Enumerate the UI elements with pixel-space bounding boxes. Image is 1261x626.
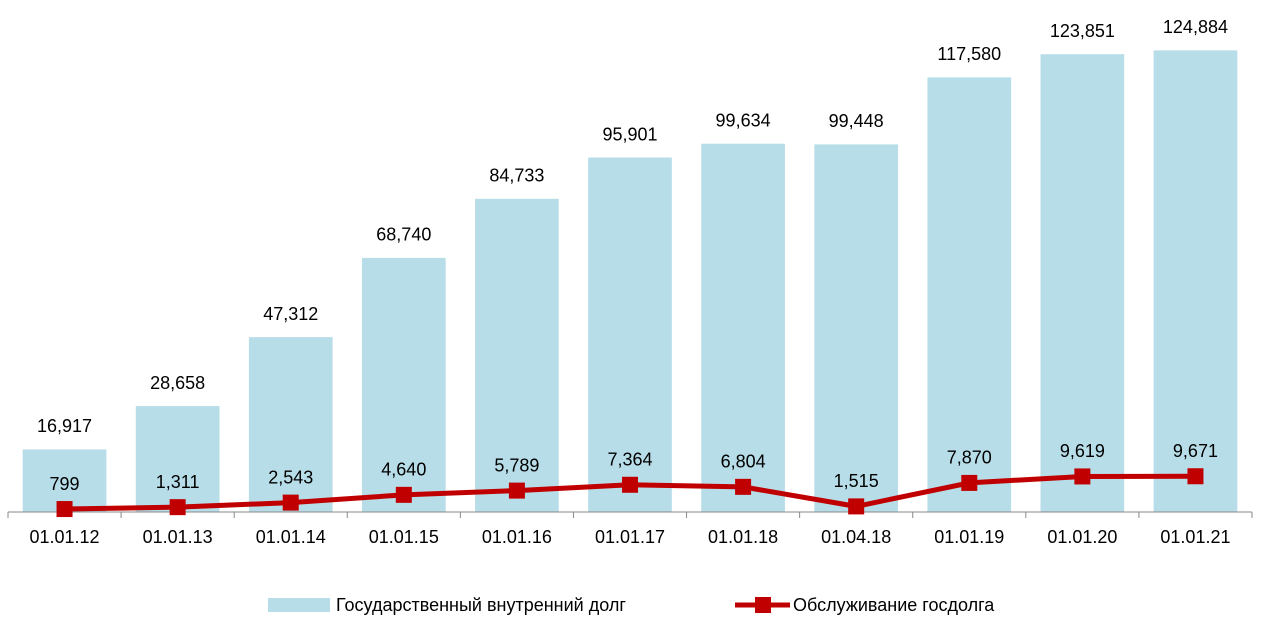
bar: [135, 406, 220, 512]
x-tick-label: 01.01.14: [256, 527, 326, 547]
line-value-label: 1,515: [834, 471, 879, 491]
x-tick-label: 01.01.17: [595, 527, 665, 547]
line-marker: [848, 498, 865, 515]
bar-value-label: 68,740: [376, 225, 431, 245]
bar-value-label: 99,448: [829, 111, 884, 131]
bar-value-label: 99,634: [716, 110, 771, 130]
bar: [927, 77, 1012, 513]
line-marker: [282, 494, 299, 511]
bar: [1153, 50, 1238, 513]
x-tick-label: 01.01.15: [369, 527, 439, 547]
bar-value-label: 16,917: [37, 416, 92, 436]
line-value-label: 2,543: [268, 467, 313, 487]
bar-value-label: 117,580: [937, 44, 1001, 64]
bar: [475, 198, 559, 512]
line-marker: [56, 501, 73, 518]
bar: [248, 337, 333, 512]
bar-value-label: 47,312: [263, 304, 318, 324]
bar: [814, 144, 899, 513]
line-value-label: 9,619: [1060, 441, 1105, 461]
bar-value-label: 123,851: [1050, 21, 1115, 41]
line-value-label: 6,804: [721, 452, 766, 472]
bar: [1040, 54, 1125, 512]
x-tick-label: 01.01.12: [30, 527, 100, 547]
x-tick-label: 01.01.18: [708, 527, 778, 547]
line-value-label: 7,364: [607, 450, 652, 470]
line-marker: [1187, 468, 1204, 485]
x-tick-label: 01.04.18: [821, 527, 891, 547]
line-value-label: 5,789: [494, 455, 539, 475]
bar-value-label: 84,733: [489, 166, 544, 186]
x-tick-label: 01.01.13: [143, 527, 213, 547]
line-marker: [395, 486, 412, 503]
x-tick-label: 01.01.19: [934, 527, 1004, 547]
line-marker: [622, 476, 638, 493]
line-marker: [1074, 468, 1091, 485]
line-value-label: 9,671: [1173, 441, 1218, 461]
line-marker: [735, 478, 752, 495]
bar: [701, 143, 785, 513]
x-tick-label: 01.01.16: [482, 527, 552, 547]
legend-label: Обслуживание госдолга: [793, 595, 995, 615]
line-value-label: 799: [50, 474, 80, 494]
line-value-label: 1,311: [156, 472, 200, 492]
bar-value-label: 95,901: [602, 124, 657, 144]
legend-label: Государственный внутренний долг: [336, 595, 626, 615]
line-marker: [508, 482, 525, 499]
line-value-label: 4,640: [381, 460, 426, 480]
bar: [361, 257, 446, 512]
line-value-label: 7,870: [947, 448, 992, 468]
bar: [588, 157, 672, 512]
legend-swatch: [755, 597, 771, 613]
line-marker: [961, 474, 978, 491]
x-tick-label: 01.01.21: [1160, 527, 1230, 547]
line-marker: [169, 499, 186, 516]
legend-swatch: [268, 598, 330, 612]
x-tick-label: 01.01.20: [1047, 527, 1117, 547]
bar-value-label: 124,884: [1163, 17, 1228, 37]
bar-value-label: 28,658: [150, 373, 205, 393]
